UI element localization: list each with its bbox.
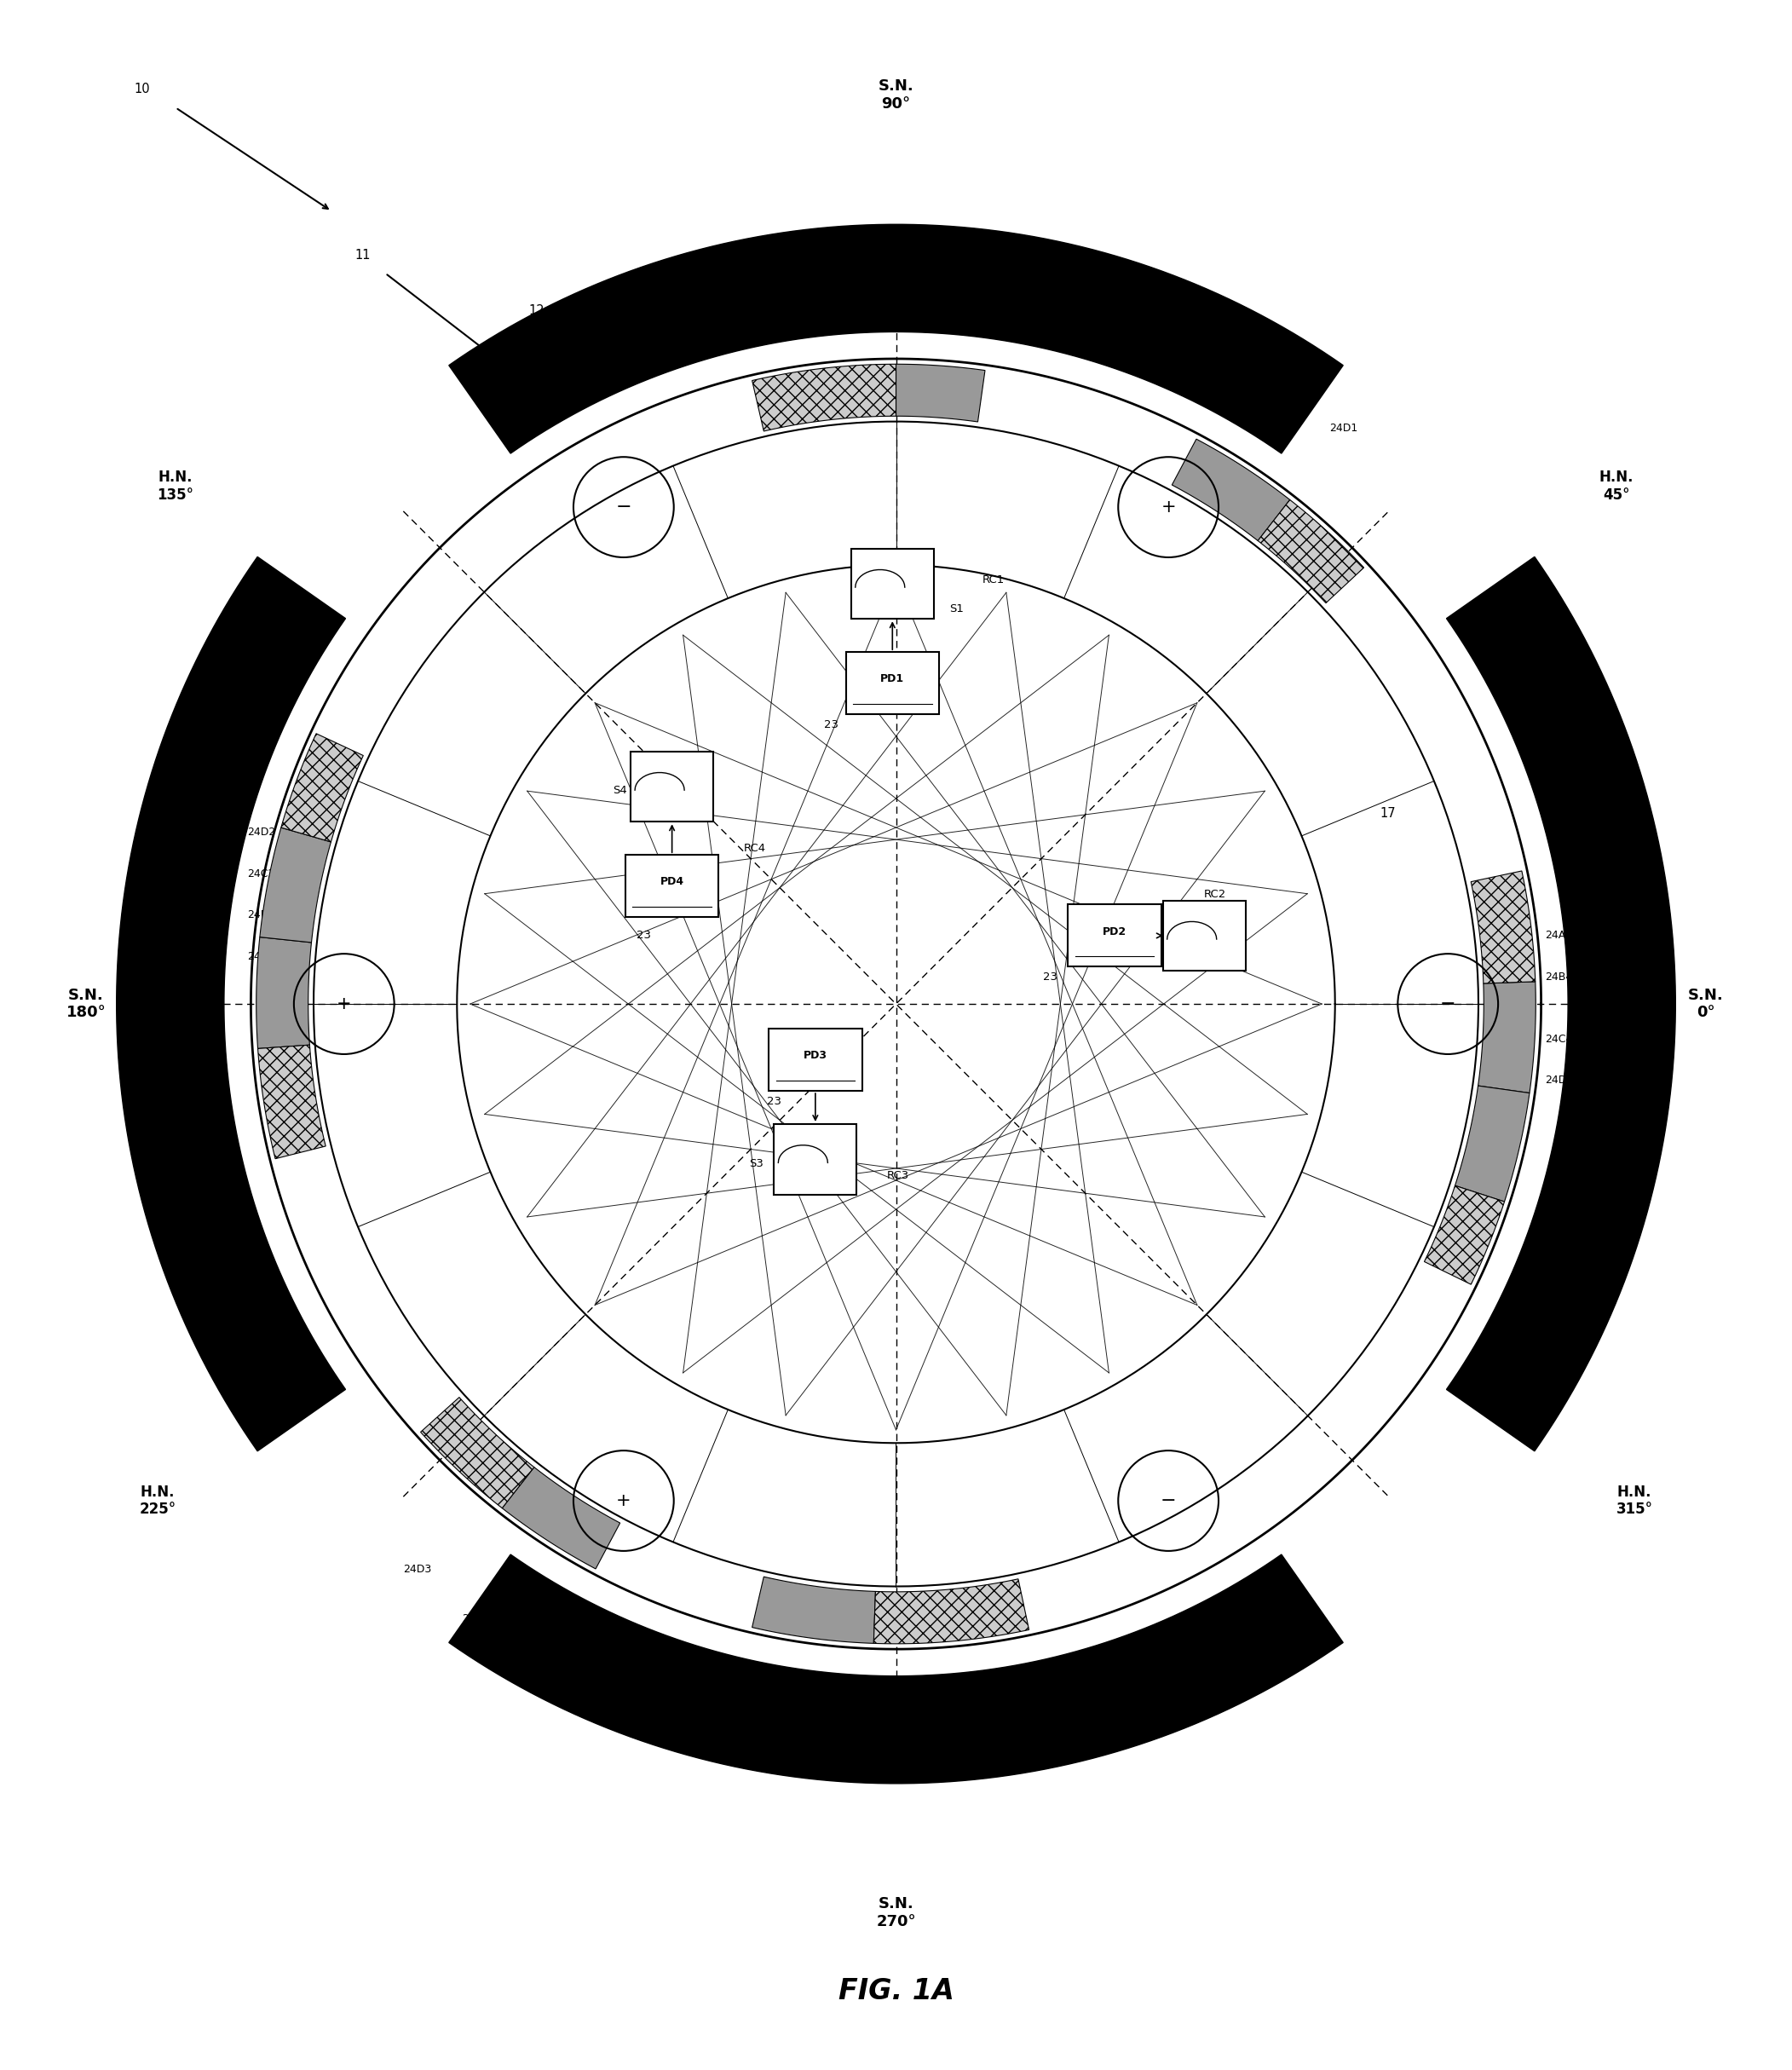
Text: 23: 23 [767, 1095, 781, 1107]
Text: 24B3: 24B3 [828, 1708, 855, 1720]
Text: 11: 11 [355, 248, 371, 261]
Text: PD3: PD3 [803, 1049, 828, 1062]
Text: 17: 17 [1380, 807, 1396, 820]
Text: +: + [616, 1492, 631, 1509]
Polygon shape [1446, 557, 1676, 1451]
Text: PD1: PD1 [880, 673, 905, 685]
Polygon shape [256, 938, 312, 1049]
Text: S1: S1 [950, 602, 964, 615]
Text: 24C4: 24C4 [1545, 1033, 1572, 1045]
Text: FIG. 1A: FIG. 1A [839, 1977, 953, 2006]
Bar [846, 652, 939, 714]
Text: 24A4: 24A4 [1545, 929, 1572, 942]
Bar [1068, 905, 1161, 967]
Polygon shape [753, 364, 896, 431]
Text: 24C3: 24C3 [462, 1613, 489, 1625]
Polygon shape [448, 1555, 1344, 1784]
Text: S4: S4 [613, 785, 627, 797]
Bar [631, 751, 713, 822]
Text: S3: S3 [749, 1157, 763, 1170]
Bar [1163, 900, 1245, 971]
Text: 24A2: 24A2 [247, 950, 274, 963]
Polygon shape [1172, 439, 1290, 540]
Polygon shape [1471, 871, 1536, 983]
Polygon shape [1258, 499, 1364, 602]
Polygon shape [448, 224, 1344, 453]
Polygon shape [421, 1397, 534, 1509]
Polygon shape [874, 1579, 1029, 1644]
Text: H.N.
315°: H.N. 315° [1616, 1484, 1652, 1517]
Polygon shape [1455, 1087, 1530, 1203]
Polygon shape [260, 828, 332, 942]
Text: RC1: RC1 [982, 573, 1004, 586]
Text: 24D4: 24D4 [1545, 1074, 1573, 1087]
Text: S2: S2 [1161, 909, 1176, 921]
Text: −: − [616, 499, 631, 515]
Polygon shape [753, 1577, 876, 1644]
Text: S.N.
270°: S.N. 270° [876, 1896, 916, 1929]
Bar [774, 1124, 857, 1194]
Bar [851, 549, 934, 619]
Text: 12b: 12b [1572, 925, 1595, 938]
Text: 24A1: 24A1 [831, 273, 858, 286]
Text: 10: 10 [134, 83, 151, 95]
Text: S.N.
180°: S.N. 180° [66, 987, 106, 1021]
Text: 24B4: 24B4 [1545, 971, 1572, 983]
Text: 23: 23 [1043, 971, 1057, 983]
Text: PD4: PD4 [659, 876, 685, 888]
Text: 24B1: 24B1 [910, 273, 937, 286]
Text: 24C2: 24C2 [247, 867, 274, 880]
Text: H.N.
225°: H.N. 225° [140, 1484, 176, 1517]
Text: RC4: RC4 [744, 842, 765, 855]
Text: 12c: 12c [1161, 1691, 1185, 1704]
Polygon shape [258, 1045, 326, 1159]
Polygon shape [116, 557, 346, 1451]
Text: +: + [337, 996, 351, 1012]
Bar [625, 855, 719, 917]
Text: RC2: RC2 [1204, 888, 1226, 900]
Text: RC3: RC3 [887, 1170, 909, 1182]
Text: 24B2: 24B2 [247, 909, 274, 921]
Text: S.N.
0°: S.N. 0° [1688, 987, 1724, 1021]
Text: 24A3: 24A3 [910, 1708, 937, 1720]
Text: 12d: 12d [194, 780, 217, 793]
Text: PD2: PD2 [1102, 925, 1127, 938]
Text: −: − [1441, 996, 1455, 1012]
Text: S.N.
90°: S.N. 90° [878, 79, 914, 112]
Text: 23: 23 [636, 929, 650, 942]
Text: 23: 23 [824, 718, 839, 731]
Text: H.N.
135°: H.N. 135° [158, 470, 194, 503]
Bar [769, 1029, 862, 1091]
Polygon shape [1478, 981, 1536, 1093]
Text: +: + [1161, 499, 1176, 515]
Polygon shape [1425, 1186, 1505, 1283]
Polygon shape [281, 733, 364, 842]
Text: 24D2: 24D2 [247, 826, 276, 838]
Text: 12a: 12a [529, 304, 552, 317]
Text: H.N.
45°: H.N. 45° [1598, 470, 1634, 503]
Text: −: − [1161, 1492, 1176, 1509]
Polygon shape [896, 364, 986, 422]
Text: 24C1: 24C1 [1305, 371, 1331, 383]
Text: 24D1: 24D1 [1330, 422, 1358, 435]
Text: 24D3: 24D3 [403, 1563, 432, 1575]
Polygon shape [502, 1468, 620, 1569]
